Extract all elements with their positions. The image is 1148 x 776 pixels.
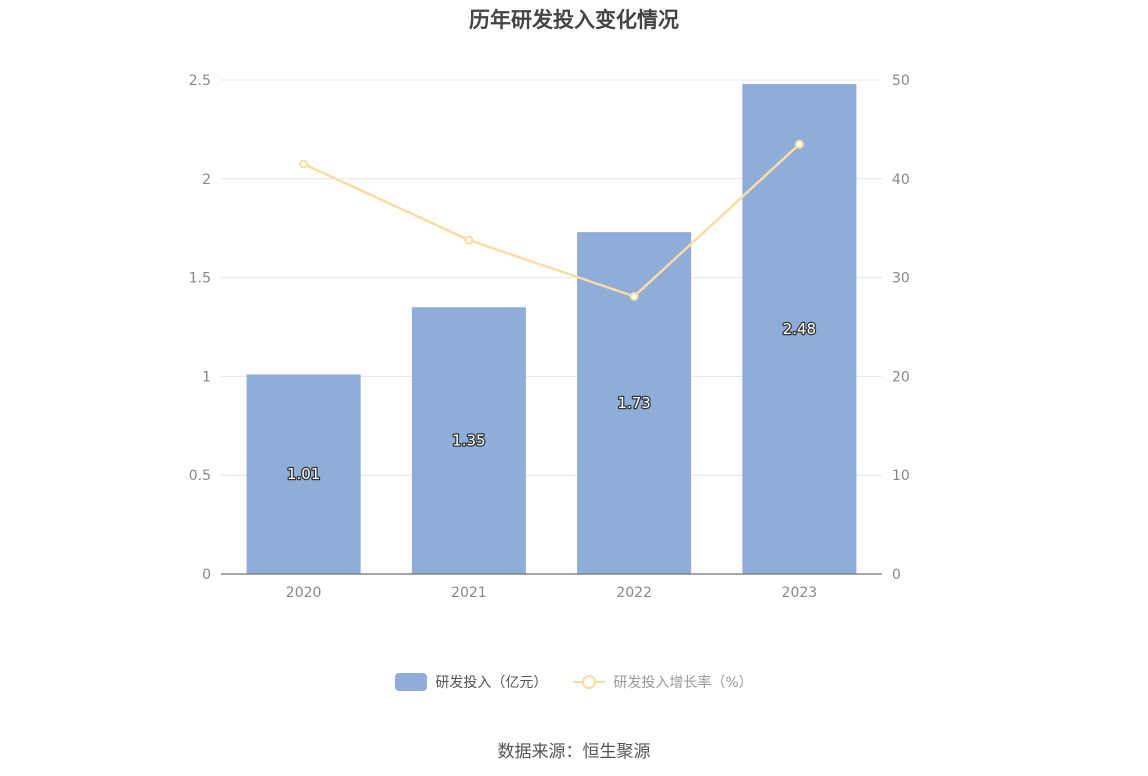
- growth-point: [464, 235, 474, 245]
- bar-value-label: 2.48: [783, 320, 816, 338]
- bar: [411, 307, 526, 574]
- y-left-tick-label: 1: [202, 369, 211, 385]
- growth-point: [629, 291, 639, 301]
- axes: 0 0.5 1 1.5 2 2.5 0 10 20 30 40 50 2020 2021 2022 2023: [189, 73, 910, 601]
- bars: [246, 83, 857, 575]
- chart-title: 历年研发投入变化情况: [469, 8, 679, 32]
- y-left-tick-label: 2.5: [189, 73, 211, 89]
- bar-value-label: 1.01: [287, 465, 320, 483]
- legend-label-rd-investment: 研发投入（亿元）: [435, 675, 548, 691]
- bar: [742, 83, 857, 575]
- y-left-tick-label: 2: [202, 172, 211, 188]
- bar: [577, 232, 692, 575]
- bar: [246, 374, 361, 574]
- growth-line: [299, 139, 804, 301]
- legend-label-growth-rate: 研发投入增长率（%）: [613, 675, 753, 691]
- y-right-tick-label: 50: [892, 73, 910, 89]
- x-tick-label: 2023: [782, 585, 818, 601]
- legend-item-growth-rate[interactable]: 研发投入增长率（%）: [573, 672, 753, 692]
- legend: 研发投入（亿元） 研发投入增长率（%）: [0, 672, 1148, 692]
- y-right-tick-label: 40: [892, 172, 910, 188]
- y-right-tick-label: 30: [892, 271, 910, 287]
- y-right-tick-label: 20: [892, 369, 910, 385]
- y-right-tick-label: 10: [892, 468, 910, 484]
- y-left-tick-label: 0: [202, 567, 211, 583]
- legend-line-swatch: [573, 673, 606, 691]
- x-tick-label: 2020: [286, 585, 322, 601]
- data-source: 数据来源：恒生聚源: [497, 742, 651, 762]
- growth-point: [299, 159, 309, 169]
- legend-bar-swatch: [395, 673, 428, 691]
- bar-value-label: 1.35: [452, 432, 485, 450]
- bar-labels: 1.01 1.35 1.73 2.48: [286, 319, 818, 485]
- legend-item-rd-investment[interactable]: 研发投入（亿元）: [395, 672, 547, 692]
- bar-value-label: 1.73: [617, 394, 650, 412]
- x-tick-label: 2022: [616, 585, 652, 601]
- y-left-tick-label: 1.5: [189, 271, 211, 287]
- y-right-tick-label: 0: [892, 567, 901, 583]
- y-left-tick-label: 0.5: [189, 468, 211, 484]
- x-tick-label: 2021: [451, 585, 487, 601]
- growth-line-path: [303, 143, 801, 298]
- growth-point: [794, 139, 804, 149]
